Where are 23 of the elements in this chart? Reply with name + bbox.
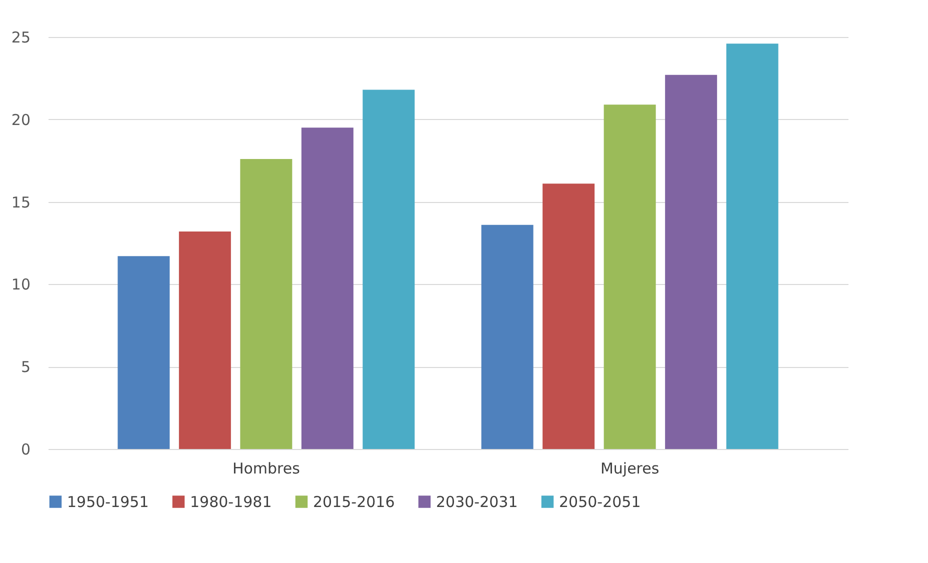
legend-label: 1950-1951 [67, 492, 149, 511]
bar [362, 90, 415, 449]
legend-label: 1980-1981 [190, 492, 272, 511]
y-tick-label: 10 [11, 276, 30, 294]
bar [481, 224, 534, 449]
x-tick-label: Hombres [232, 460, 300, 478]
y-tick-label: 20 [11, 110, 30, 129]
bar [118, 256, 170, 449]
legend-label: 2050-2051 [559, 492, 641, 511]
bar [240, 158, 292, 449]
y-tick-label: 5 [20, 358, 30, 376]
legend-label: 2030-2031 [436, 492, 518, 511]
bar [604, 104, 656, 449]
y-tick-label: 15 [11, 193, 30, 212]
bar [542, 184, 595, 449]
bar [178, 231, 231, 449]
bar [301, 128, 354, 449]
x-tick-label: Mujeres [600, 460, 660, 478]
bar [665, 74, 718, 449]
bar [726, 44, 778, 449]
legend-label: 2015-2016 [313, 492, 395, 511]
y-tick-label: 25 [11, 28, 30, 46]
y-tick-label: 0 [20, 440, 30, 458]
